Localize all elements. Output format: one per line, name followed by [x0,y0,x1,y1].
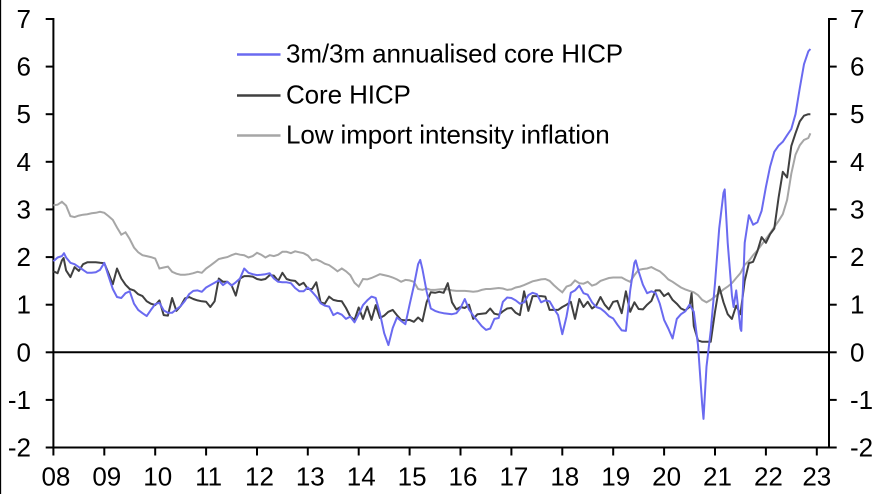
svg-text:0: 0 [17,337,31,367]
svg-text:2: 2 [850,242,864,272]
svg-text:1: 1 [17,290,31,320]
svg-text:17: 17 [499,462,528,492]
svg-text:6: 6 [850,52,864,82]
svg-text:5: 5 [17,99,31,129]
svg-text:20: 20 [652,462,681,492]
svg-text:2: 2 [17,242,31,272]
svg-text:4: 4 [17,147,31,177]
svg-text:15: 15 [398,462,427,492]
svg-text:22: 22 [754,462,783,492]
svg-text:11: 11 [195,462,222,492]
svg-text:Core HICP: Core HICP [286,79,411,109]
svg-text:-2: -2 [8,433,31,463]
svg-text:-2: -2 [850,433,873,463]
svg-text:7: 7 [17,4,31,34]
svg-text:21: 21 [703,462,732,492]
svg-text:0: 0 [850,337,864,367]
svg-text:1: 1 [850,290,864,320]
svg-text:5: 5 [850,99,864,129]
svg-text:6: 6 [17,52,31,82]
svg-text:-1: -1 [850,385,873,415]
svg-text:08: 08 [41,462,70,492]
svg-text:10: 10 [143,462,172,492]
svg-text:23: 23 [802,462,831,492]
svg-text:4: 4 [850,147,864,177]
svg-text:13: 13 [296,462,325,492]
svg-text:19: 19 [601,462,630,492]
svg-text:3: 3 [850,194,864,224]
svg-text:7: 7 [850,4,864,34]
svg-text:Low import intensity inflation: Low import intensity inflation [286,119,610,149]
svg-text:12: 12 [245,462,274,492]
svg-text:18: 18 [550,462,579,492]
svg-text:16: 16 [449,462,478,492]
svg-text:14: 14 [347,462,376,492]
svg-text:3m/3m annualised core HICP: 3m/3m annualised core HICP [286,38,623,68]
svg-text:09: 09 [92,462,121,492]
svg-text:3: 3 [17,194,31,224]
svg-text:-1: -1 [8,385,31,415]
